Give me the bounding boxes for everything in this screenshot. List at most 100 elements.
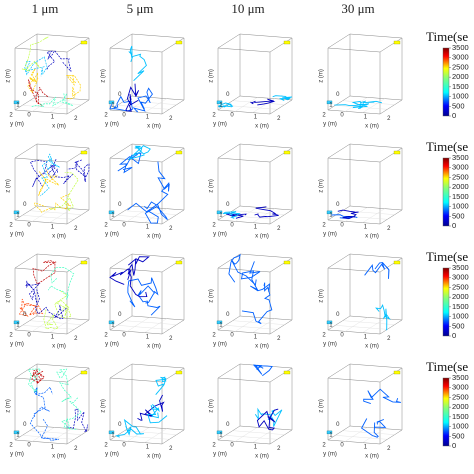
trajectory [27, 68, 39, 94]
y-tick-label: 2 [322, 223, 326, 229]
trajectory [109, 268, 148, 298]
y-axis-label: y (m) [213, 342, 227, 348]
colorbar-tick-label: 0 [452, 441, 456, 450]
cube-edge [66, 147, 90, 163]
trajectory [250, 98, 276, 106]
trajectory [334, 100, 383, 106]
trajectory [144, 161, 170, 210]
x-tick-label: 0 [27, 333, 31, 339]
outlet [283, 260, 291, 265]
grid-line [127, 207, 150, 222]
grid-line [32, 427, 55, 442]
y-tick-label: 2 [104, 223, 108, 229]
trajectory [56, 368, 72, 403]
grid-line [127, 317, 150, 332]
cube-edge [349, 253, 403, 259]
cube-edge [109, 267, 163, 273]
colorbar-tick-label: 3000 [452, 53, 469, 62]
cube-edge [109, 109, 163, 115]
cube-edge [379, 319, 403, 335]
trajectory [128, 45, 147, 82]
y-tick-label: 0 [118, 92, 122, 98]
x-tick-label: 0 [27, 113, 31, 119]
cube-edge [109, 425, 133, 441]
x-tick-label: 0 [122, 333, 126, 339]
cube-edge [14, 267, 68, 273]
cube-edge [349, 143, 403, 149]
inlet [13, 100, 20, 105]
cube-edge [161, 37, 185, 53]
y-tick-label: 0 [336, 422, 340, 428]
trajectory [54, 290, 72, 318]
grid-line [49, 318, 72, 333]
z-axis-label: z (m) [209, 289, 215, 303]
z-axis-label: z (m) [101, 399, 107, 413]
cube-edge [109, 95, 133, 111]
x-tick-label: 2 [169, 446, 173, 452]
grid-line [362, 98, 385, 113]
outlet [283, 40, 291, 45]
cube-edge [36, 363, 90, 369]
colorbar [442, 157, 450, 227]
grid-line [225, 105, 278, 110]
cube-edge [269, 209, 293, 225]
grid-line [225, 325, 278, 330]
grid-line [117, 325, 170, 330]
cube-edge [14, 329, 68, 335]
z-axis-label: z (m) [209, 179, 215, 193]
cube-edge [161, 209, 185, 225]
outlet [175, 260, 183, 265]
cube-edge [14, 143, 38, 159]
colorbar [442, 47, 450, 117]
x-tick-label: 2 [169, 116, 173, 122]
outlet [175, 150, 183, 155]
z-axis-label: z (m) [101, 289, 107, 303]
cube-edge [327, 425, 351, 441]
cube-edge [349, 315, 403, 321]
y-tick-label: 1 [111, 322, 115, 328]
x-axis-label: x (m) [365, 454, 379, 460]
y-tick-label: 1 [219, 432, 223, 438]
x-tick-label: 2 [277, 116, 281, 122]
column-header: 10 μm [231, 1, 264, 16]
inlet [108, 430, 115, 435]
x-tick-label: 0 [340, 443, 344, 449]
y-tick-label: 1 [111, 212, 115, 218]
cube-edge [239, 33, 293, 39]
y-tick-label: 0 [118, 312, 122, 318]
trajectory [351, 100, 368, 110]
outlet [283, 370, 291, 375]
x-axis-label: x (m) [147, 344, 161, 350]
colorbar-tick-label: 1000 [452, 202, 469, 211]
colorbar-tick-label: 3500 [452, 153, 469, 162]
grid-line [345, 97, 368, 112]
trajectory [27, 79, 49, 106]
cube-edge [327, 143, 351, 159]
y-tick-label: 2 [212, 223, 216, 229]
colorbar-tick-label: 1000 [452, 422, 469, 431]
x-axis-label: x (m) [147, 454, 161, 460]
outlet [80, 150, 88, 155]
cube-edge [217, 95, 241, 111]
colorbar-tick-label: 1500 [452, 82, 469, 91]
cube-edge [14, 95, 38, 111]
outlet [175, 40, 183, 45]
cube-edge [349, 425, 403, 431]
cube-edge [109, 439, 163, 445]
x-axis-label: x (m) [52, 344, 66, 350]
grid-line [117, 215, 170, 220]
x-tick-label: 0 [230, 113, 234, 119]
inlet [13, 430, 20, 435]
x-tick-label: 2 [74, 336, 78, 342]
trajectory [31, 369, 45, 384]
x-tick-label: 1 [146, 224, 150, 230]
cube-edge [379, 99, 403, 115]
colorbar-tick-label: 500 [452, 321, 465, 330]
